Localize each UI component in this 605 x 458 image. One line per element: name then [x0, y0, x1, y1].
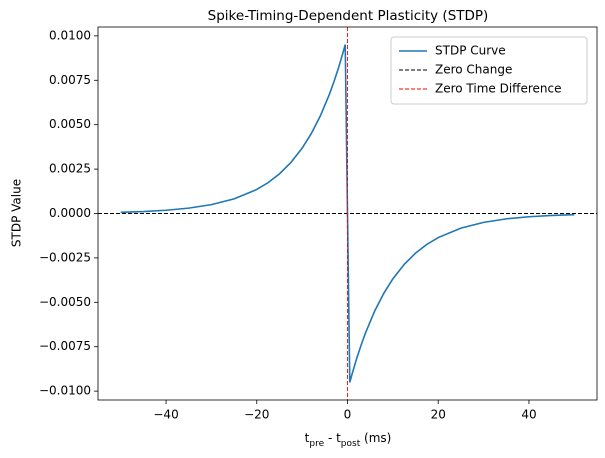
chart-title: Spike-Timing-Dependent Plasticity (STDP) [208, 8, 489, 24]
y-tick-label: 0.0050 [49, 117, 91, 131]
y-tick-label: −0.0025 [39, 250, 91, 264]
y-axis-label: STDP Value [10, 179, 24, 247]
legend-label: Zero Time Difference [435, 82, 561, 96]
y-tick-label: −0.0075 [39, 339, 91, 353]
legend-box [390, 36, 588, 105]
x-tick-label: 20 [431, 408, 446, 422]
x-axis-label-subscript: pre [309, 439, 324, 449]
legend-label: Zero Change [435, 63, 512, 77]
y-tick-label: −0.0050 [39, 295, 91, 309]
y-tick-label: −0.0100 [39, 384, 91, 398]
x-tick-label: 40 [521, 408, 536, 422]
legend-label: STDP Curve [435, 44, 506, 58]
plot-frame [97, 26, 598, 401]
x-axis-label-part: (ms) [360, 431, 391, 445]
y-tick-label: 0.0025 [49, 162, 91, 176]
x-axis-label: tpre - tpost (ms) [305, 431, 392, 449]
y-tick-label: 0.0100 [49, 28, 91, 42]
x-axis-label-part: - t [324, 431, 341, 445]
x-axis-label-part: t [305, 431, 310, 445]
y-tick-label: 0.0075 [49, 73, 91, 87]
x-axis-label-subscript: post [341, 439, 361, 449]
x-tick-label: −20 [244, 408, 269, 422]
x-tick-label: 0 [344, 408, 352, 422]
y-tick-label: 0.0000 [49, 206, 91, 220]
x-tick-label: −40 [153, 408, 178, 422]
